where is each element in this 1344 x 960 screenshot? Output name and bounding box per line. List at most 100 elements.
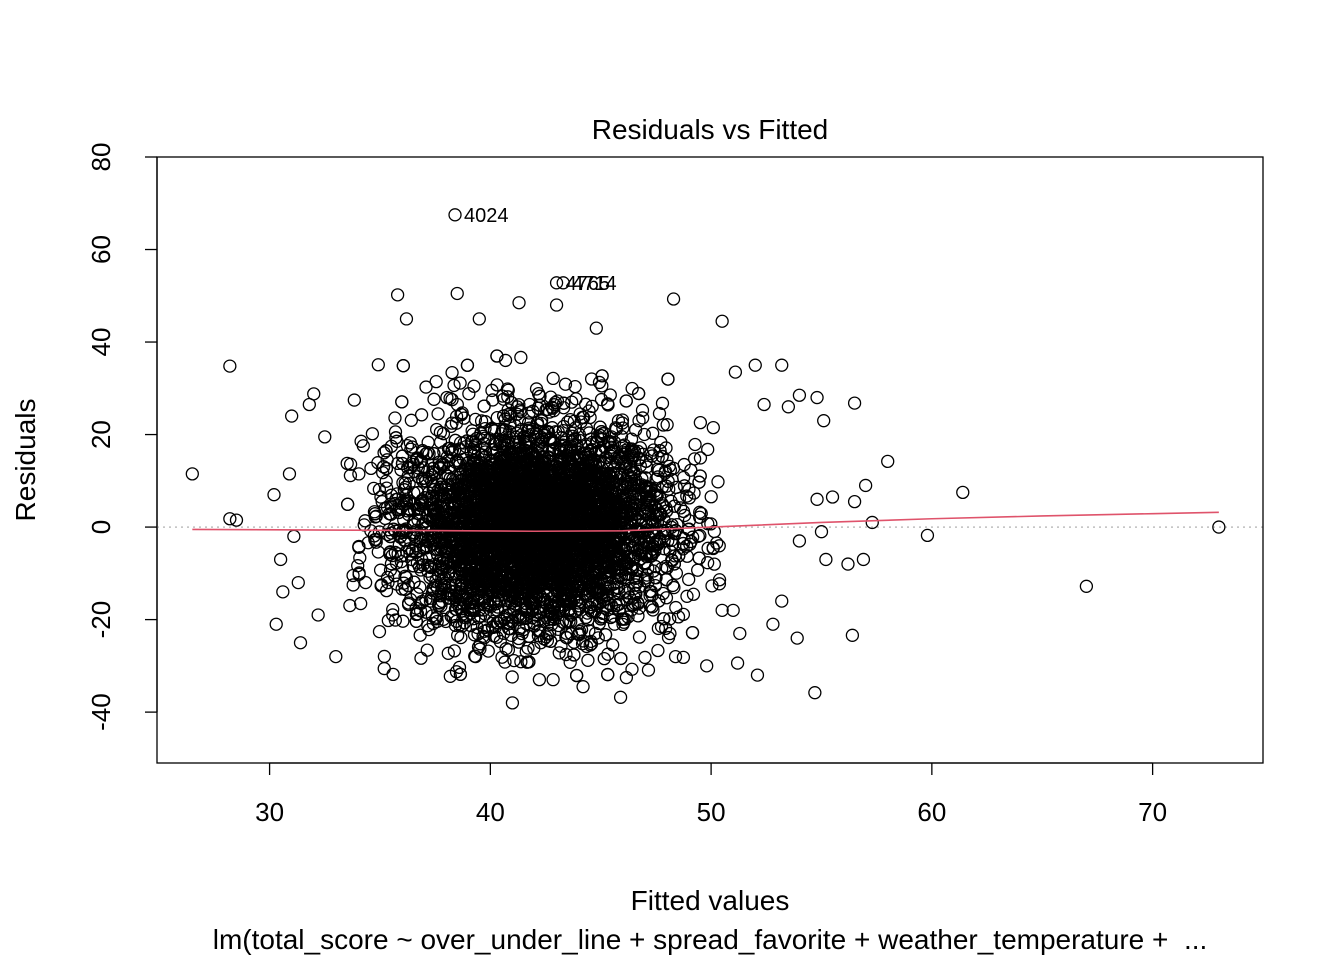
residual-point: [676, 650, 691, 665]
residual-point: [694, 506, 708, 521]
residual-point: [375, 578, 389, 592]
residual-point: [598, 512, 613, 526]
residual-point: [530, 416, 545, 430]
residual-point: [557, 616, 572, 630]
residual-point: [632, 414, 646, 428]
residual-point: [621, 468, 635, 482]
residual-point: [655, 449, 669, 464]
residual-point: [404, 413, 418, 427]
residual-point: [512, 635, 526, 649]
residual-point: [680, 489, 694, 503]
residual-point: [673, 501, 688, 515]
residual-point: [529, 382, 544, 396]
residual-point: [546, 442, 560, 457]
residual-point: [625, 662, 639, 676]
residual-point: [453, 667, 468, 681]
residual-point: [546, 371, 560, 386]
residual-point: [567, 635, 581, 649]
residual-point: [567, 648, 581, 662]
residual-point: [566, 500, 580, 515]
residual-point: [507, 602, 521, 617]
residual-point: [564, 608, 578, 622]
residual-point: [505, 670, 519, 684]
residual-point: [485, 421, 499, 436]
residual-point: [429, 612, 443, 626]
residual-point: [615, 413, 630, 427]
residual-point: [346, 578, 360, 592]
residual-point: [420, 643, 434, 657]
residual-point: [662, 482, 676, 496]
residual-point: [465, 424, 479, 438]
residual-point: [585, 399, 599, 414]
residual-point: [650, 515, 665, 529]
residual-point: [542, 405, 557, 419]
residual-point: [619, 670, 634, 685]
residual-point: [591, 631, 605, 645]
residual-point: [488, 436, 502, 450]
residual-point: [691, 563, 705, 577]
residual-point: [707, 524, 721, 539]
residual-point: [660, 418, 674, 432]
residual-point: [469, 437, 483, 452]
residual-point: [649, 488, 663, 502]
residual-point: [425, 609, 440, 623]
residual-point: [515, 626, 529, 641]
residual-point: [395, 395, 409, 409]
residual-point: [685, 530, 700, 544]
residual-point: [414, 651, 428, 665]
residual-point: [534, 458, 548, 473]
residual-point: [646, 539, 660, 553]
residual-point: [570, 477, 585, 491]
residual-point: [585, 570, 600, 585]
residual-point: [547, 398, 562, 412]
residual-point: [407, 575, 421, 589]
y-tick-label: -20: [86, 601, 116, 639]
residual-point: [641, 575, 655, 589]
residual-point: [437, 579, 451, 593]
residual-point: [409, 614, 423, 628]
residual-point: [388, 411, 402, 425]
residual-point: [578, 397, 593, 411]
residual-point: [711, 475, 725, 489]
residual-point: [606, 638, 620, 652]
residual-point: [530, 581, 544, 595]
residual-point: [556, 419, 571, 434]
residual-point: [584, 442, 599, 457]
residual-point: [575, 546, 589, 560]
residual-point: [352, 567, 366, 581]
residual-point: [676, 504, 691, 519]
residual-point: [422, 560, 437, 574]
residual-point: [682, 522, 696, 536]
residual-point: [487, 550, 501, 564]
residual-point: [358, 514, 372, 528]
residual-point: [467, 596, 481, 610]
residual-point: [693, 469, 707, 483]
residual-point: [468, 649, 483, 664]
residual-point: [659, 572, 674, 587]
residual-point: [576, 410, 590, 424]
x-tick-label: 50: [697, 797, 726, 827]
residual-point: [568, 379, 582, 394]
residual-point: [632, 630, 647, 644]
residual-point: [677, 479, 692, 493]
residual-point: [394, 555, 408, 569]
residual-point: [692, 551, 706, 565]
residual-point: [514, 655, 528, 669]
residual-point: [701, 517, 715, 531]
residual-point: [604, 449, 618, 463]
residual-point: [430, 521, 444, 536]
residual-point: [371, 358, 385, 372]
y-tick-label: 20: [86, 420, 116, 449]
residual-point: [384, 488, 399, 502]
residual-point: [638, 650, 652, 665]
residual-point: [421, 445, 435, 460]
residual-point: [527, 616, 541, 631]
residual-point: [396, 359, 410, 373]
residual-point: [421, 533, 436, 547]
residual-point: [457, 502, 472, 516]
residual-point: [379, 444, 393, 458]
residual-point: [347, 393, 361, 407]
residual-point: [521, 416, 536, 430]
residual-point: [395, 549, 409, 563]
residual-point: [602, 559, 616, 574]
